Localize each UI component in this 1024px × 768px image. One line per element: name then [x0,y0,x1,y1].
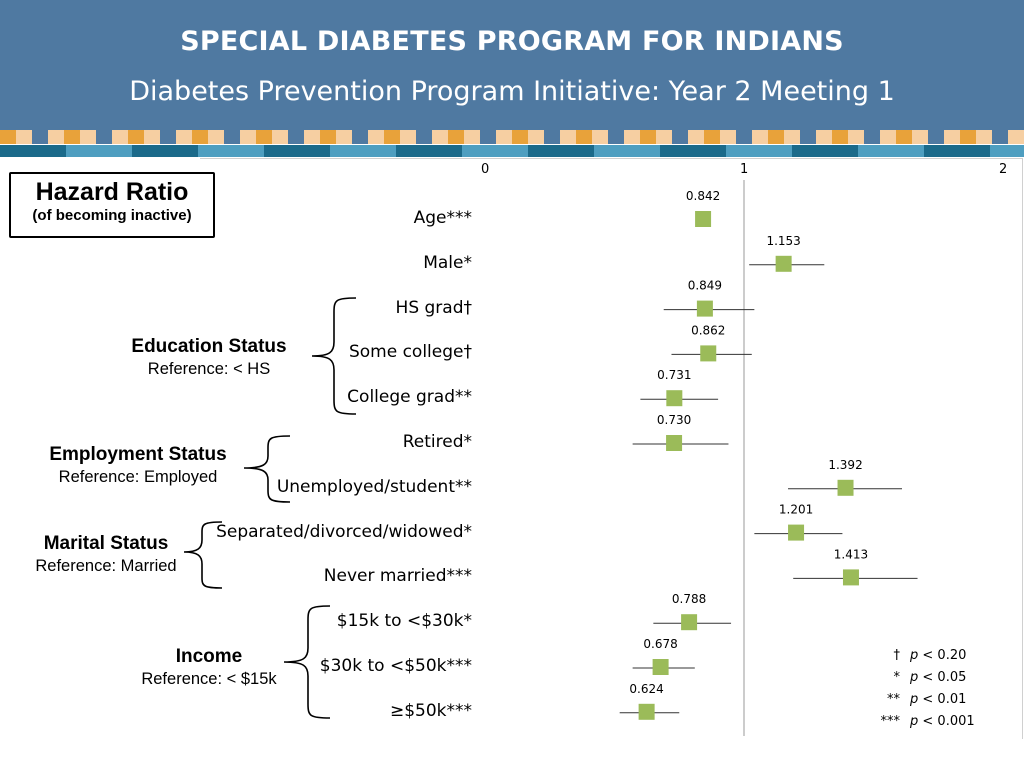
row-label: Separated/divorced/widowed* [216,521,472,542]
legend-text: p < 0.05 [910,670,967,685]
group-reference: Reference: Married [35,557,177,575]
hazard-marker [696,300,713,317]
value-label: 0.678 [643,637,677,651]
value-label: 1.153 [766,234,800,248]
group-education: Education Status Reference: < HS [110,336,308,379]
hazard-marker [666,435,683,451]
row-label: Some college† [348,342,472,363]
row-label: $30k to <$50k*** [319,656,472,676]
decorative-stripe-top [0,130,1024,144]
hazard-ratio-title: Hazard Ratio [35,178,189,206]
legend-symbol: † [893,648,901,663]
row-label: Retired* [402,432,472,452]
hazard-marker [638,703,655,720]
value-label: 0.730 [657,413,691,427]
hazard-marker [775,255,792,272]
hazard-marker [652,659,669,675]
plot-frame [200,158,1023,739]
legend-text: p < 0.20 [910,648,967,663]
hazard-ratio-subtitle: (of becoming inactive) [32,207,192,224]
brace-marital [183,521,223,589]
group-income: Income Reference: < $15k [118,646,300,689]
value-label: 1.201 [779,503,813,517]
x-tick-label: 1 [740,162,749,177]
legend-symbol: *** [880,714,901,729]
legend-text: p < 0.01 [910,692,967,707]
x-tick-label: 2 [999,162,1008,177]
group-name: Marital Status [43,533,169,554]
page-title: SPECIAL DIABETES PROGRAM FOR INDIANS [180,26,844,57]
brace-employment [243,435,291,503]
value-label: 0.862 [691,323,725,337]
legend-text: p < 0.001 [910,714,975,729]
group-reference: Reference: < HS [147,360,271,378]
x-tick-label: 0 [481,162,490,177]
value-label: 0.624 [629,682,663,696]
group-marital: Marital Status Reference: Married [15,533,197,576]
row-label: Never married*** [323,566,472,587]
group-employment: Employment Status Reference: Employed [18,444,258,487]
group-reference: Reference: Employed [58,468,218,486]
group-reference: Reference: < $15k [141,670,277,688]
value-label: 0.788 [672,592,706,606]
hazard-marker [666,390,683,407]
hazard-marker [681,614,698,631]
hazard-marker [695,211,712,227]
hazard-marker [700,345,717,362]
brace-income [283,605,331,719]
hazard-marker [788,524,805,541]
hazard-marker [837,479,854,496]
value-label: 1.392 [828,458,862,472]
value-label: 0.849 [688,279,722,293]
header-banner: SPECIAL DIABETES PROGRAM FOR INDIANS Dia… [0,0,1024,130]
group-name: Employment Status [49,444,227,465]
group-name: Education Status [131,336,287,357]
row-label: ≥$50k*** [389,700,472,721]
row-label: Age*** [413,208,472,228]
brace-education [311,297,357,415]
hazard-ratio-box: Hazard Ratio (of becoming inactive) [9,172,215,238]
row-label: $15k to <$30k* [336,611,472,632]
group-name: Income [175,646,243,667]
row-label: College grad** [347,387,472,408]
legend-symbol: ** [887,692,900,707]
value-label: 1.413 [834,547,868,561]
value-label: 0.842 [686,189,720,203]
decorative-stripe-bottom [0,145,1024,157]
legend-symbol: * [893,670,901,685]
row-label: HS grad† [395,297,472,318]
value-label: 0.731 [657,368,691,382]
page-subtitle: Diabetes Prevention Program Initiative: … [129,76,895,107]
row-label: Unemployed/student** [276,476,472,497]
hazard-marker [842,569,859,586]
row-label: Male* [423,252,472,273]
